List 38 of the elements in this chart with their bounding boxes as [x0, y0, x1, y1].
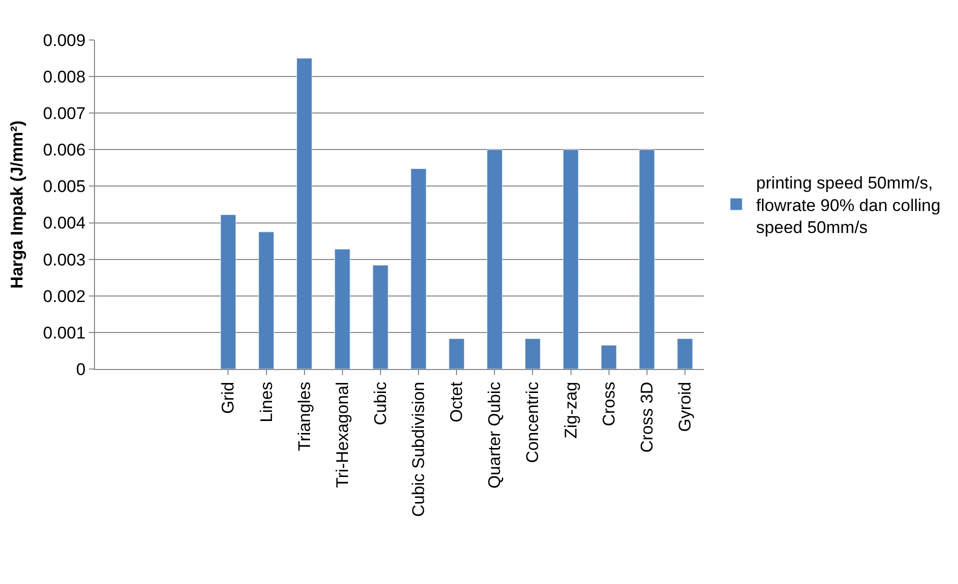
x-tick-label: Cubic Subdivision	[409, 382, 428, 517]
bar	[410, 168, 426, 369]
x-tick-label: Gyroid	[675, 382, 694, 432]
y-tick-label: 0.005	[43, 177, 86, 196]
bar	[372, 264, 388, 369]
y-tick-label: 0.001	[43, 323, 86, 342]
x-tick-label: Lines	[256, 382, 276, 422]
legend-label: printing speed 50mm/s, flowrate 90% dan colling speed 50mm/s	[756, 174, 940, 237]
x-tick-label: Triangles	[294, 382, 314, 452]
x-tick-label: Quarter Qubic	[485, 381, 504, 489]
y-tick-label: 0.006	[43, 140, 86, 160]
y-tick-label: 0.007	[43, 104, 86, 124]
x-tick-label: Zig-zag	[561, 382, 580, 438]
bar	[486, 149, 503, 369]
bar	[562, 149, 579, 369]
bar	[258, 232, 274, 369]
x-tick-label: Cross 3D	[637, 382, 656, 453]
y-tick-label: 0.004	[43, 214, 86, 233]
y-tick-label: 0	[76, 360, 86, 379]
bar	[296, 58, 312, 369]
bar	[334, 248, 350, 369]
bar	[524, 338, 541, 369]
y-tick-label: 0.008	[43, 68, 86, 87]
x-tick-label: Cubic	[370, 381, 390, 426]
x-tick-label: Octet	[447, 382, 466, 422]
y-tick-label: 0.009	[43, 30, 86, 50]
bar	[448, 338, 464, 369]
bar	[600, 344, 617, 369]
x-tick-label: Cross	[599, 382, 618, 426]
y-axis-title: Harga Impak (J/mm²)	[8, 120, 27, 289]
x-tick-label: Grid	[218, 382, 238, 414]
y-tick-label: 0.002	[43, 286, 86, 306]
x-tick-label: Concentric	[523, 381, 542, 464]
x-tick-label: Tri-Hexagonal	[332, 382, 352, 488]
bar	[677, 338, 693, 369]
bar	[639, 149, 655, 369]
y-tick-label: 0.003	[43, 250, 86, 270]
bar	[220, 214, 236, 369]
